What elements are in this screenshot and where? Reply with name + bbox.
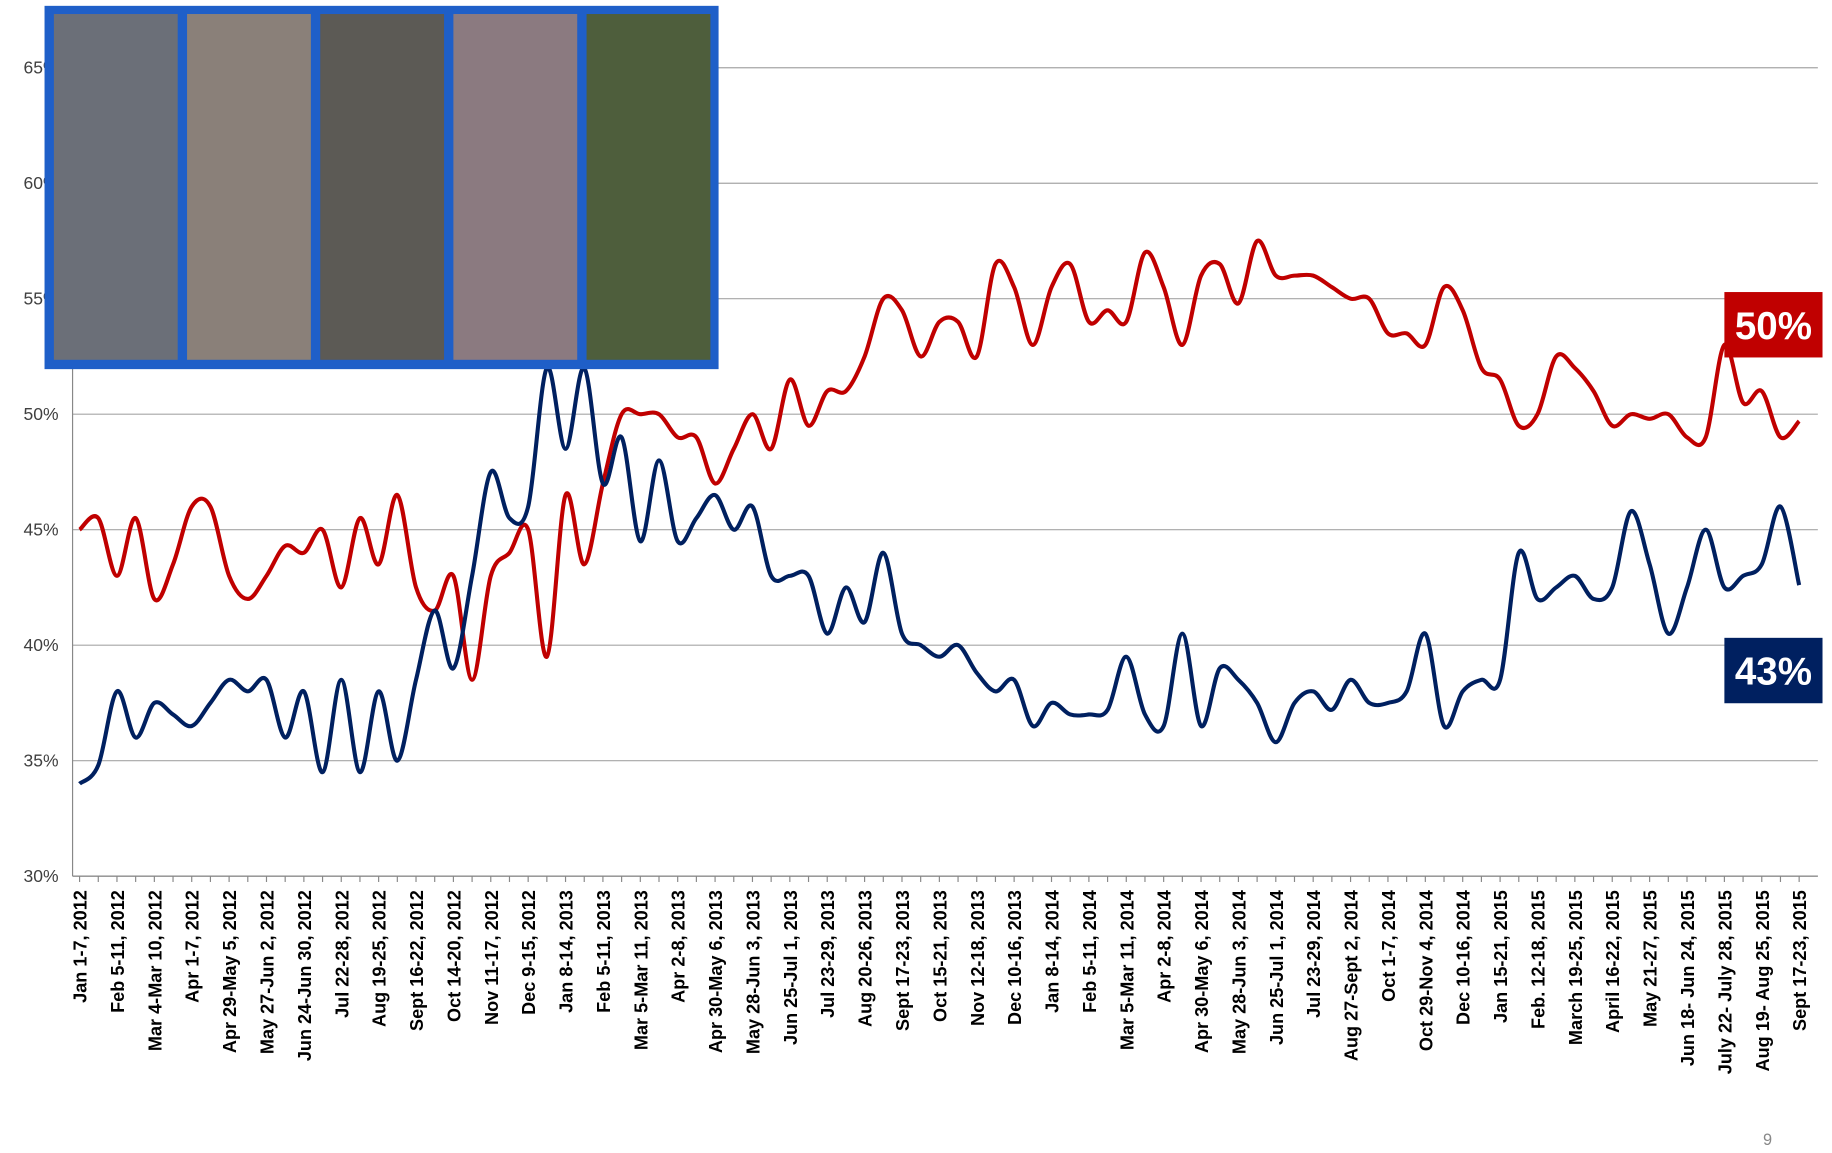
x-tick-label: Feb 5-11, 2013 [594, 890, 614, 1013]
x-tick-label: Mar 5-Mar 11, 2013 [631, 890, 651, 1050]
x-tick-label: Jan 8-14, 2014 [1043, 890, 1063, 1013]
photo [320, 14, 445, 360]
x-tick-label: Oct 15-21, 2013 [930, 890, 950, 1022]
y-tick-label: 30% [23, 866, 58, 886]
x-tick-label: May 28-Jun 3, 2014 [1229, 890, 1249, 1054]
x-tick-label: Dec 10-16, 2013 [1005, 890, 1025, 1025]
x-tick-label: March 19-25, 2015 [1566, 890, 1586, 1045]
x-tick-label: Aug 20-26, 2013 [856, 890, 876, 1027]
page-number: 9 [1763, 1131, 1772, 1149]
x-tick-label: Jun 25-Jul 1, 2014 [1267, 890, 1287, 1045]
x-tick-label: Dec 9-15, 2012 [519, 890, 539, 1015]
series-line [78, 238, 1801, 682]
x-tick-label: April 16-22, 2015 [1603, 890, 1623, 1033]
series-line [78, 365, 1802, 786]
x-tick-label: Apr 30-May 6, 2013 [706, 890, 726, 1053]
x-tick-label: Apr 29-May 5, 2012 [220, 890, 240, 1053]
x-tick-label: Nov 11-17, 2012 [482, 890, 502, 1025]
end-label-box [1724, 637, 1823, 704]
x-tick-label: Dec 10-16, 2014 [1454, 890, 1474, 1025]
x-tick-label: Apr 1-7, 2012 [183, 890, 203, 1003]
end-label: 50% [1735, 305, 1812, 348]
x-tick-label: Aug 19-25, 2012 [370, 890, 390, 1027]
x-tick-label: Apr 2-8, 2013 [669, 890, 689, 1003]
x-tick-label: Feb 5-11, 2012 [108, 890, 128, 1013]
x-tick-label: Jul 23-29, 2014 [1304, 890, 1324, 1018]
x-tick-label: Apr 2-8, 2014 [1155, 890, 1175, 1003]
x-tick-label: Nov 12-18, 2013 [968, 890, 988, 1026]
x-tick-label: Aug 19- Aug 25, 2015 [1753, 890, 1773, 1071]
x-tick-label: Oct 1-7, 2014 [1379, 890, 1399, 1002]
x-tick-label: Jan 15-21, 2015 [1491, 890, 1511, 1023]
y-tick-label: 45% [23, 520, 58, 540]
x-tick-label: Feb. 12-18, 2015 [1528, 890, 1548, 1029]
x-tick-label: Jan 1-7, 2012 [71, 890, 91, 1003]
photo [187, 14, 311, 360]
x-tick-label: May 28-Jun 3, 2013 [743, 890, 763, 1054]
x-tick-label: Aug 27-Sept 2, 2014 [1342, 890, 1362, 1061]
x-tick-label: Mar 5-Mar 11, 2014 [1117, 890, 1137, 1050]
photo [586, 14, 711, 360]
x-tick-label: Jan 8-14, 2013 [557, 890, 577, 1013]
x-tick-label: Sept 17-23, 2015 [1790, 890, 1810, 1031]
y-tick-label: 50% [23, 404, 58, 424]
x-tick-label: May 21-27, 2015 [1641, 890, 1661, 1027]
end-label: 43% [1735, 651, 1812, 694]
end-label-box [1724, 292, 1823, 358]
x-tick-label: Oct 14-20, 2012 [444, 890, 464, 1022]
x-tick-label: Sept 17-23, 2013 [893, 890, 913, 1031]
x-tick-label: Apr 30-May 6, 2014 [1192, 890, 1212, 1053]
x-tick-label: Sept 16-22, 2012 [407, 890, 427, 1031]
x-tick-label: Jun 25-Jul 1, 2013 [781, 890, 801, 1045]
x-tick-label: July 22- July 28, 2015 [1715, 890, 1735, 1074]
photo-inset [44, 5, 719, 370]
photo [53, 14, 178, 360]
x-tick-label: May 27-Jun 2, 2012 [257, 890, 277, 1054]
x-tick-label: Feb 5-11, 2014 [1080, 890, 1100, 1013]
x-tick-label: Mar 4-Mar 10, 2012 [145, 890, 165, 1051]
x-tick-label: Jul 22-28, 2012 [332, 890, 352, 1018]
x-tick-label: Jun 18- Jun 24, 2015 [1678, 890, 1698, 1066]
x-tick-label: Oct 29-Nov 4, 2014 [1416, 890, 1436, 1051]
y-tick-label: 40% [23, 635, 58, 655]
y-tick-label: 35% [23, 750, 58, 770]
x-tick-label: Jun 24-Jun 30, 2012 [295, 890, 315, 1061]
photo [453, 14, 578, 360]
x-tick-label: Jul 23-29, 2013 [818, 890, 838, 1018]
